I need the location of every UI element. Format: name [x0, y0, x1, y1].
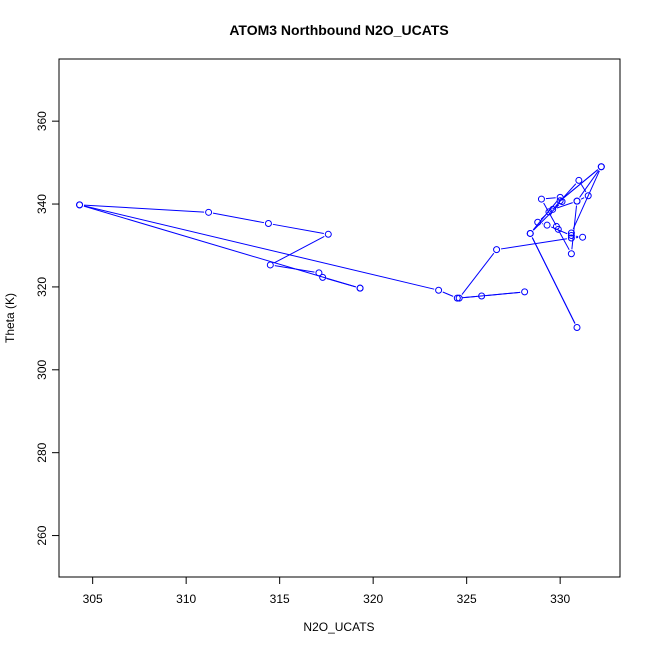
- data-point: [356, 284, 364, 292]
- x-tick-label: 325: [457, 592, 477, 606]
- series-segment: [272, 223, 324, 234]
- data-point: [556, 197, 564, 205]
- y-tick-label: 280: [35, 442, 49, 462]
- series-segment: [572, 170, 600, 230]
- data-points: [76, 163, 605, 332]
- series-segment: [84, 204, 205, 213]
- chart-title: ATOM3 Northbound N2O_UCATS: [229, 22, 448, 38]
- data-point: [478, 292, 486, 300]
- series-segment: [579, 170, 600, 198]
- data-point: [493, 246, 501, 254]
- plot-frame: [58, 58, 621, 578]
- x-tick-label: 330: [550, 592, 570, 606]
- data-point: [324, 230, 332, 238]
- series-segment: [580, 184, 587, 193]
- data-point: [549, 205, 557, 213]
- series-segment: [580, 197, 585, 200]
- series-segment: [533, 204, 560, 231]
- y-tick-label: 260: [35, 525, 49, 545]
- series-segment: [531, 237, 576, 324]
- data-point: [319, 273, 327, 281]
- data-point: [315, 269, 323, 277]
- series-segment: [552, 203, 559, 210]
- data-point: [264, 220, 272, 228]
- x-axis: 305 310 315 320 325 330: [83, 576, 570, 606]
- series-segment: [83, 205, 435, 290]
- data-point: [584, 192, 592, 200]
- series-segment: [558, 230, 570, 251]
- data-point: [521, 288, 529, 296]
- data-point: [567, 229, 575, 237]
- x-tick-label: 315: [270, 592, 290, 606]
- x-tick-label: 305: [83, 592, 103, 606]
- series-segment: [545, 197, 556, 200]
- series-segment: [556, 202, 573, 209]
- series-segment: [461, 252, 495, 295]
- data-point: [567, 234, 575, 242]
- x-axis-title: N2O_UCATS: [303, 620, 374, 634]
- data-point: [455, 294, 463, 302]
- y-tick-label: 340: [35, 194, 49, 214]
- data-point: [597, 163, 605, 171]
- data-point: [556, 193, 564, 201]
- data-point: [543, 221, 551, 229]
- series-segment: [442, 291, 454, 297]
- data-point: [453, 294, 461, 302]
- data-point: [573, 197, 581, 205]
- y-axis-title: Theta (K): [3, 293, 17, 343]
- data-point: [552, 222, 560, 230]
- data-point: [76, 201, 84, 209]
- data-point: [567, 232, 575, 240]
- y-tick-label: 320: [35, 277, 49, 297]
- data-point: [579, 233, 587, 241]
- series-segment: [274, 235, 325, 264]
- series-segment: [543, 202, 557, 226]
- series-segment: [212, 212, 265, 224]
- data-point: [435, 286, 443, 294]
- data-point: [534, 218, 542, 226]
- y-tick-label: 360: [35, 111, 49, 131]
- data-point: [205, 208, 213, 216]
- data-point: [266, 261, 274, 269]
- data-point: [573, 324, 581, 332]
- data-point: [567, 250, 575, 258]
- data-lines: [83, 169, 600, 324]
- series-segment: [563, 169, 599, 199]
- y-axis: 260 280 300 320 340 360: [35, 111, 60, 546]
- data-point: [537, 195, 545, 203]
- series-segment: [83, 205, 356, 288]
- series-segment: [500, 238, 568, 250]
- x-tick-label: 310: [176, 592, 196, 606]
- data-point: [575, 176, 583, 184]
- x-tick-label: 320: [363, 592, 383, 606]
- series-segment: [463, 291, 521, 299]
- y-tick-label: 300: [35, 359, 49, 379]
- data-point: [526, 229, 534, 237]
